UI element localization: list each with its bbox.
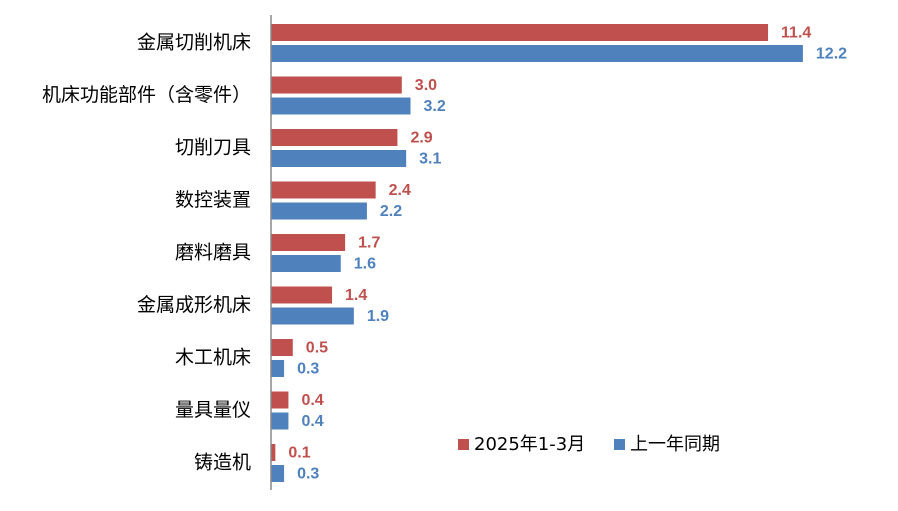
data-label: 2.9 bbox=[410, 130, 432, 147]
bar-current bbox=[271, 444, 276, 461]
bar-current bbox=[271, 234, 346, 251]
data-label: 11.4 bbox=[781, 25, 811, 42]
bar-previous bbox=[271, 255, 341, 272]
category-label: 金属切削机床 bbox=[137, 32, 251, 54]
data-label: 3.0 bbox=[415, 77, 437, 94]
bar-previous bbox=[271, 45, 803, 62]
bar-previous bbox=[271, 97, 411, 115]
bar-previous bbox=[271, 150, 407, 167]
data-label: 0.5 bbox=[306, 340, 328, 357]
legend: 2025年1-3月 上一年同期 bbox=[458, 434, 720, 455]
data-label: 3.1 bbox=[419, 151, 441, 168]
labels-layer: 金属切削机床 11.4 12.2 机床功能部件（含零件） 3.0 3.2 切削刀具 2.9 3.… bbox=[42, 25, 847, 483]
bar-current bbox=[271, 391, 289, 409]
category-label: 铸造机 bbox=[194, 452, 251, 474]
data-label: 0.4 bbox=[301, 413, 323, 430]
data-label: 1.4 bbox=[345, 287, 367, 304]
bar-previous bbox=[271, 202, 367, 220]
data-label: 12.2 bbox=[816, 46, 847, 63]
legend-swatch bbox=[614, 439, 625, 450]
legend-swatch bbox=[458, 439, 469, 450]
bar-current bbox=[271, 76, 402, 94]
bar-previous bbox=[271, 412, 289, 430]
bar-current bbox=[271, 24, 769, 41]
bar-current bbox=[271, 286, 333, 304]
bar-current bbox=[271, 181, 376, 199]
data-label: 0.3 bbox=[297, 466, 319, 483]
category-label: 数控装置 bbox=[175, 189, 251, 211]
data-label: 3.2 bbox=[424, 98, 446, 115]
data-label: 0.4 bbox=[301, 392, 323, 409]
data-label: 0.1 bbox=[288, 445, 310, 462]
category-label: 量具量仪 bbox=[175, 399, 251, 421]
bars-layer bbox=[271, 24, 803, 482]
bar-current bbox=[271, 339, 293, 356]
data-label: 1.6 bbox=[354, 256, 376, 273]
category-label: 金属成形机床 bbox=[137, 294, 251, 316]
category-label: 磨料磨具 bbox=[175, 242, 251, 264]
bar-previous bbox=[271, 307, 354, 325]
data-label: 0.3 bbox=[297, 361, 319, 378]
data-label: 2.4 bbox=[389, 182, 411, 199]
category-label: 机床功能部件（含零件） bbox=[42, 84, 251, 106]
bar-previous bbox=[271, 360, 285, 377]
category-label: 木工机床 bbox=[175, 347, 251, 369]
bar-previous bbox=[271, 465, 285, 482]
bar-current bbox=[271, 129, 398, 146]
data-label: 1.9 bbox=[367, 308, 389, 325]
legend-label: 2025年1-3月 bbox=[474, 434, 585, 455]
legend-label: 上一年同期 bbox=[630, 434, 720, 455]
data-label: 2.2 bbox=[380, 203, 402, 220]
data-label: 1.7 bbox=[358, 235, 380, 252]
category-label: 切削刀具 bbox=[175, 137, 251, 159]
